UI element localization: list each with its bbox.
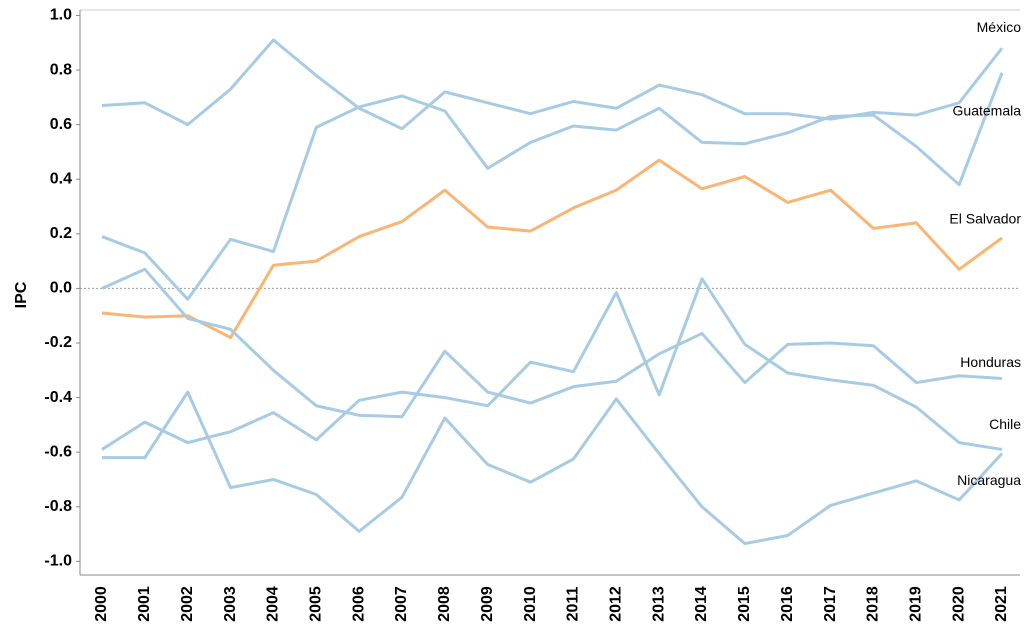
x-tick-label: 2019	[908, 586, 925, 622]
y-tick-label: -0.4	[44, 389, 72, 406]
x-tick-label: 2018	[865, 586, 882, 622]
x-tick-label: 2006	[350, 586, 367, 622]
series-label: Chile	[989, 416, 1021, 432]
x-tick-label: 2016	[779, 586, 796, 622]
x-tick-label: 2012	[608, 586, 625, 622]
x-tick-label: 2008	[436, 586, 453, 622]
x-tick-label: 2013	[650, 586, 667, 622]
x-tick-label: 2014	[693, 586, 710, 622]
series-label: Nicaragua	[957, 472, 1021, 488]
x-tick-label: 2002	[179, 586, 196, 622]
series-label: El Salvador	[949, 211, 1021, 227]
x-tick-label: 2003	[222, 586, 239, 622]
x-tick-label: 2004	[265, 586, 282, 622]
x-tick-label: 2007	[393, 586, 410, 622]
x-tick-label: 2021	[993, 586, 1010, 622]
series-label: México	[977, 19, 1022, 35]
series-line	[101, 158, 1003, 340]
y-tick-label: 0.8	[50, 61, 72, 78]
y-tick-label: -0.6	[44, 443, 72, 460]
x-tick-label: 2009	[479, 586, 496, 622]
y-tick-label: 1.0	[50, 7, 72, 24]
series-line	[101, 277, 1003, 451]
x-tick-label: 2001	[136, 586, 153, 622]
x-tick-label: 2000	[93, 586, 110, 622]
x-tick-label: 2005	[308, 586, 325, 622]
x-tick-label: 2015	[736, 586, 753, 622]
y-tick-label: 0.4	[50, 170, 72, 187]
y-tick-label: 0.2	[50, 225, 72, 242]
x-tick-label: 2020	[950, 586, 967, 622]
y-tick-label: -0.2	[44, 334, 72, 351]
x-tick-label: 2010	[522, 586, 539, 622]
series-line	[101, 72, 1004, 301]
y-tick-label: 0.0	[50, 280, 72, 297]
y-tick-label: -1.0	[44, 553, 72, 570]
y-tick-label: 0.6	[50, 116, 72, 133]
series-label: Honduras	[960, 354, 1021, 370]
y-tick-label: -0.8	[44, 498, 72, 515]
series-line	[101, 267, 1003, 419]
series-line	[102, 390, 1004, 546]
series-label: Guatemala	[953, 102, 1022, 118]
y-axis-title: IPC	[13, 281, 30, 308]
x-tick-label: 2017	[822, 586, 839, 622]
x-tick-label: 2011	[565, 587, 582, 622]
